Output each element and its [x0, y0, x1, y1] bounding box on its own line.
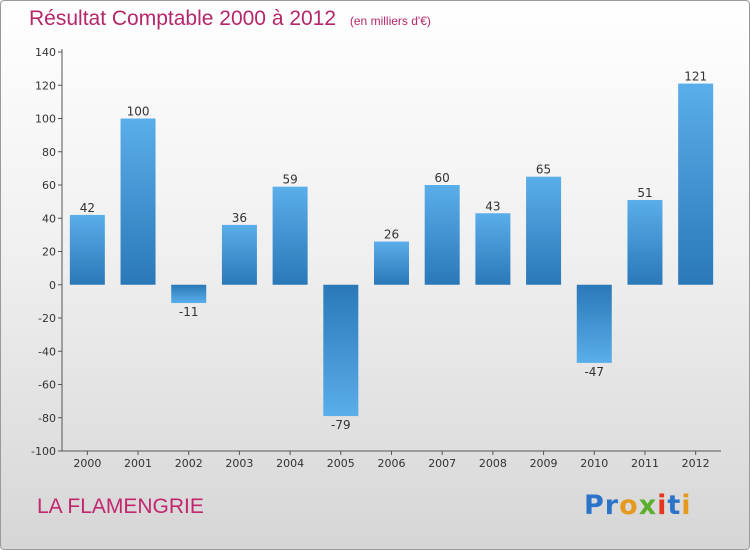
y-tick-label: 40 [42, 212, 56, 225]
bar [526, 176, 562, 285]
x-tick-label: 2000 [73, 457, 101, 470]
data-label: -11 [179, 305, 199, 319]
x-tick-label: 2011 [631, 457, 659, 470]
bar [424, 185, 460, 285]
bar [678, 83, 714, 285]
bar [272, 186, 308, 285]
bar [576, 284, 612, 363]
commune-name: LA FLAMENGRIE [37, 495, 204, 518]
data-label: 43 [485, 199, 500, 213]
bar [120, 118, 156, 285]
x-tick-label: 2012 [682, 457, 710, 470]
chart-title: Résultat Comptable 2000 à 2012 (en milli… [29, 7, 431, 31]
chart-subtitle: (en milliers d'€) [349, 14, 431, 28]
y-tick-label: -40 [38, 345, 56, 358]
bar [221, 224, 257, 285]
y-tick-label: -100 [31, 445, 56, 458]
data-label: 42 [80, 201, 95, 215]
y-tick-label: 0 [49, 279, 56, 292]
data-label: 60 [435, 171, 450, 185]
y-tick-label: 100 [35, 113, 56, 126]
bar [475, 213, 511, 285]
logo-letter: x [638, 490, 658, 521]
y-tick-label: 20 [42, 246, 56, 259]
logo-letter: r [604, 490, 620, 521]
y-tick-label: -80 [38, 412, 56, 425]
x-tick-label: 2006 [378, 457, 406, 470]
data-label: 121 [684, 70, 707, 84]
logo-letter: i [681, 490, 692, 521]
data-label: 65 [536, 163, 551, 177]
x-tick-label: 2010 [580, 457, 608, 470]
x-tick-label: 2009 [530, 457, 558, 470]
data-label: -47 [584, 365, 604, 379]
data-label: -79 [331, 418, 351, 432]
y-tick-label: 60 [42, 179, 56, 192]
y-tick-label: -60 [38, 379, 56, 392]
data-label: 36 [232, 211, 247, 225]
y-tick-label: -20 [38, 312, 56, 325]
data-label: 59 [282, 173, 297, 187]
bar [171, 284, 207, 304]
x-tick-label: 2008 [479, 457, 507, 470]
chart-title-text: Résultat Comptable 2000 à 2012 [29, 7, 337, 30]
logo-letter: o [619, 490, 639, 521]
y-tick-label: 80 [42, 146, 56, 159]
logo-letter: t [667, 490, 682, 521]
x-tick-label: 2002 [175, 457, 203, 470]
data-label: 51 [637, 186, 652, 200]
x-tick-label: 2001 [124, 457, 152, 470]
bar [69, 214, 105, 285]
logo-letter: i [657, 490, 668, 521]
x-tick-label: 2007 [428, 457, 456, 470]
y-tick-label: 120 [35, 79, 56, 92]
data-label: 26 [384, 228, 399, 242]
bar [323, 284, 359, 417]
bar [627, 199, 663, 285]
proxiti-logo: Proxiti [584, 490, 692, 521]
x-tick-label: 2003 [225, 457, 253, 470]
bar [374, 241, 409, 285]
y-tick-label: 140 [35, 46, 56, 59]
data-label: 100 [127, 105, 150, 119]
x-tick-label: 2005 [327, 457, 355, 470]
logo-letter: P [584, 490, 605, 521]
x-tick-label: 2004 [276, 457, 304, 470]
